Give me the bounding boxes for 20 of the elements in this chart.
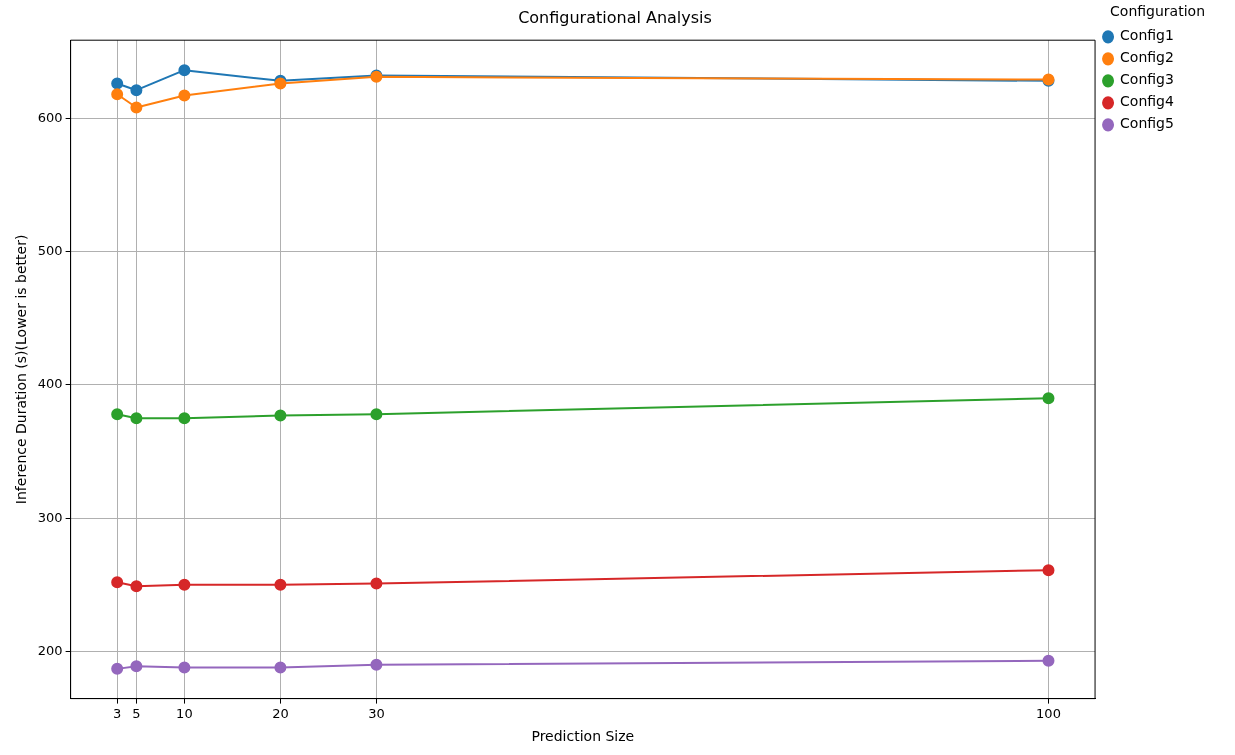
legend-label: Config2 <box>1120 49 1174 66</box>
chart-title: Configurational Analysis <box>518 7 712 27</box>
x-tick-label: 20 <box>272 705 289 721</box>
y-axis-title: Inference Duration (s)(Lower is better) <box>13 234 30 505</box>
x-tick-label: 30 <box>368 705 385 721</box>
x-tick-label: 10 <box>176 705 193 721</box>
y-tick-label: 600 <box>37 109 63 125</box>
x-tick-label: 3 <box>113 705 122 721</box>
x-tick-label: 5 <box>132 705 141 721</box>
x-axis-title: Prediction Size <box>531 728 635 745</box>
y-tick-label: 300 <box>37 509 63 525</box>
x-tick-label: 100 <box>1036 705 1061 721</box>
legend-title: Configuration <box>1110 2 1205 19</box>
y-tick-label: 200 <box>37 642 63 658</box>
y-tick-label: 400 <box>37 376 63 392</box>
legend-label: Config1 <box>1120 27 1174 44</box>
y-tick-label: 500 <box>37 242 63 258</box>
legend-label: Config5 <box>1120 115 1174 132</box>
legend-label: Config4 <box>1120 93 1174 110</box>
legend-label: Config3 <box>1120 71 1174 88</box>
